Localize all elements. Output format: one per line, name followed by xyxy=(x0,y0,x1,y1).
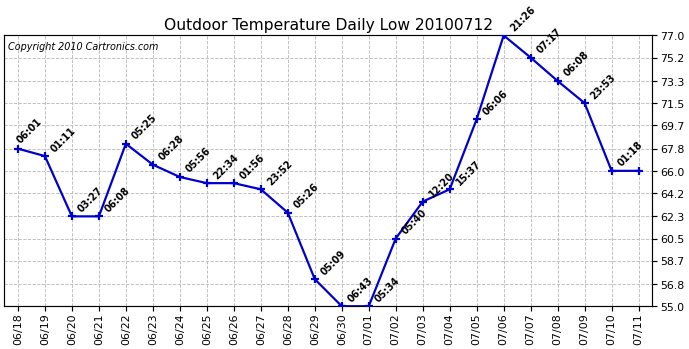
Text: 05:40: 05:40 xyxy=(400,207,429,236)
Text: 01:56: 01:56 xyxy=(238,152,267,180)
Text: 06:08: 06:08 xyxy=(103,185,132,214)
Text: 06:08: 06:08 xyxy=(562,50,591,79)
Text: 23:53: 23:53 xyxy=(589,72,618,101)
Text: 05:56: 05:56 xyxy=(184,146,213,174)
Text: 05:26: 05:26 xyxy=(292,181,321,210)
Text: 06:43: 06:43 xyxy=(346,274,376,303)
Text: 15:37: 15:37 xyxy=(454,158,483,187)
Text: 06:01: 06:01 xyxy=(15,116,44,145)
Text: 06:06: 06:06 xyxy=(481,88,510,117)
Text: Copyright 2010 Cartronics.com: Copyright 2010 Cartronics.com xyxy=(8,42,158,52)
Title: Outdoor Temperature Daily Low 20100712: Outdoor Temperature Daily Low 20100712 xyxy=(164,18,493,33)
Text: 06:28: 06:28 xyxy=(157,133,186,162)
Text: 05:09: 05:09 xyxy=(319,247,348,276)
Text: 21:26: 21:26 xyxy=(508,5,537,33)
Text: 03:27: 03:27 xyxy=(76,185,105,214)
Text: 23:52: 23:52 xyxy=(265,158,294,187)
Text: 05:25: 05:25 xyxy=(130,112,159,141)
Text: 07:17: 07:17 xyxy=(535,27,564,55)
Text: 01:18: 01:18 xyxy=(616,140,645,168)
Text: 22:34: 22:34 xyxy=(212,152,240,180)
Text: 12:20: 12:20 xyxy=(427,170,456,199)
Text: 05:34: 05:34 xyxy=(373,275,402,303)
Text: 01:11: 01:11 xyxy=(50,125,78,154)
